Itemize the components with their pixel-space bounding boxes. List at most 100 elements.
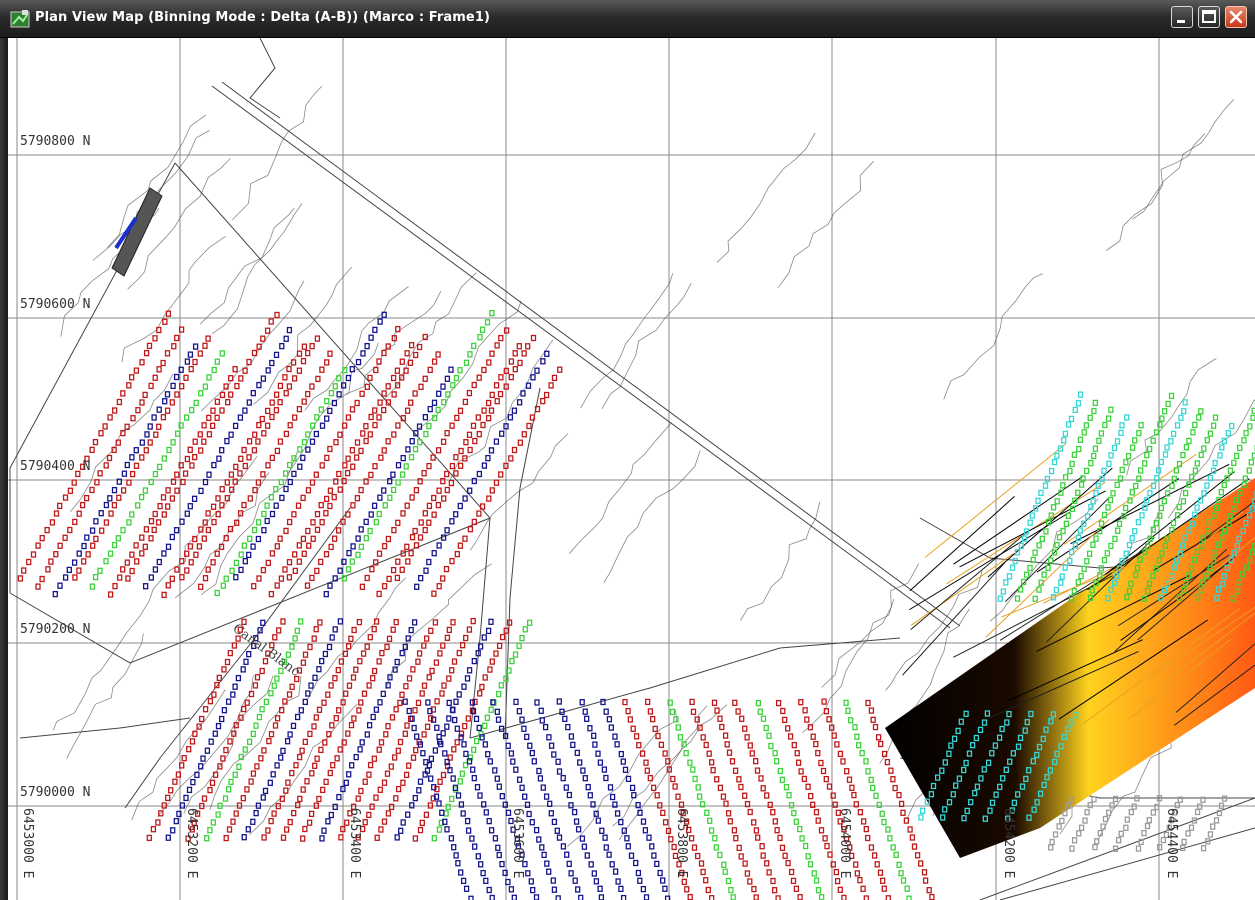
survey-track-point bbox=[412, 755, 416, 760]
survey-track-point bbox=[707, 751, 711, 756]
survey-track-point bbox=[799, 769, 803, 774]
survey-track-point bbox=[1033, 596, 1037, 601]
survey-track-point bbox=[301, 495, 305, 500]
close-button[interactable] bbox=[1225, 6, 1247, 28]
survey-track-point bbox=[638, 878, 642, 883]
survey-track-point bbox=[229, 392, 233, 397]
survey-track-point bbox=[450, 423, 454, 428]
survey-track-point bbox=[874, 725, 878, 730]
survey-track-point bbox=[848, 777, 852, 782]
survey-track-point bbox=[1089, 505, 1093, 510]
survey-track-point bbox=[497, 784, 501, 789]
survey-track-point bbox=[413, 529, 417, 534]
survey-track-point bbox=[98, 568, 102, 573]
survey-track-point bbox=[781, 709, 785, 714]
survey-track-point bbox=[466, 716, 470, 721]
survey-track-point bbox=[215, 591, 219, 596]
survey-track-point bbox=[866, 836, 870, 841]
survey-track-point bbox=[134, 543, 138, 548]
survey-track-point bbox=[375, 619, 379, 624]
survey-track-point bbox=[715, 777, 719, 782]
survey-track-point bbox=[438, 779, 442, 784]
survey-track-point bbox=[477, 511, 481, 516]
survey-track-point bbox=[1120, 467, 1124, 472]
survey-track-point bbox=[316, 527, 320, 532]
survey-track-point bbox=[743, 793, 747, 798]
survey-track-point bbox=[604, 709, 608, 714]
survey-track-point bbox=[384, 732, 388, 737]
survey-track-point bbox=[814, 742, 818, 747]
survey-track-point bbox=[487, 401, 491, 406]
survey-track-point bbox=[1143, 461, 1147, 466]
survey-track-point bbox=[441, 384, 445, 389]
survey-track-point bbox=[272, 811, 276, 816]
survey-track-point bbox=[449, 481, 453, 486]
survey-track-point bbox=[247, 360, 251, 365]
survey-track-point bbox=[373, 669, 377, 674]
survey-track-point bbox=[854, 862, 858, 867]
plan-view-map[interactable]: 5790800 N 5790600 N 5790400 N 5790200 N … bbox=[0, 38, 1255, 900]
survey-track-point bbox=[1222, 483, 1226, 488]
survey-track-point bbox=[1068, 469, 1072, 474]
survey-track-point bbox=[350, 559, 354, 564]
survey-track-point bbox=[321, 787, 325, 792]
survey-track-point bbox=[169, 788, 173, 793]
survey-track-point bbox=[1094, 536, 1098, 541]
survey-track-point bbox=[466, 676, 470, 681]
survey-track-point bbox=[536, 407, 540, 412]
minimize-button[interactable] bbox=[1171, 6, 1193, 28]
survey-track-point bbox=[477, 472, 481, 477]
survey-track-point bbox=[163, 319, 167, 324]
survey-track-point bbox=[346, 415, 350, 420]
survey-track-point bbox=[166, 392, 170, 397]
survey-track-point bbox=[72, 480, 76, 485]
survey-track-point bbox=[385, 644, 389, 649]
survey-track-point bbox=[555, 828, 559, 833]
window-titlebar[interactable]: Plan View Map (Binning Mode : Delta (A-B… bbox=[0, 0, 1255, 38]
survey-track-point bbox=[873, 853, 877, 858]
survey-track-point bbox=[1102, 468, 1106, 473]
survey-track-point bbox=[864, 759, 868, 764]
survey-track-point bbox=[1088, 551, 1092, 556]
survey-track-point bbox=[510, 659, 514, 664]
survey-track-point bbox=[678, 735, 682, 740]
survey-track-point bbox=[806, 854, 810, 859]
survey-track-point bbox=[435, 699, 439, 704]
survey-track-point bbox=[320, 367, 324, 372]
survey-track-point bbox=[495, 480, 499, 485]
map-canvas[interactable]: 5790800 N 5790600 N 5790400 N 5790200 N … bbox=[0, 38, 1255, 900]
survey-track-point bbox=[1042, 572, 1046, 577]
contour-line bbox=[604, 451, 700, 583]
survey-track-point bbox=[1107, 810, 1111, 815]
survey-track-point bbox=[359, 544, 363, 549]
survey-track-point bbox=[913, 844, 917, 849]
survey-track-point bbox=[521, 391, 525, 396]
survey-track-point bbox=[432, 551, 436, 556]
survey-track-point bbox=[207, 432, 211, 437]
survey-track-point bbox=[470, 836, 474, 841]
survey-track-point bbox=[180, 575, 184, 580]
survey-track-point bbox=[641, 887, 645, 892]
survey-track-point bbox=[145, 432, 149, 437]
survey-track-point bbox=[1061, 483, 1065, 488]
survey-track-point bbox=[449, 367, 453, 372]
survey-track-point bbox=[1219, 490, 1223, 495]
survey-track-point bbox=[487, 819, 491, 824]
survey-track-point bbox=[1232, 460, 1236, 465]
survey-track-point bbox=[446, 804, 450, 809]
survey-track-point bbox=[1040, 536, 1044, 541]
survey-track-point bbox=[539, 708, 543, 713]
survey-track-point bbox=[293, 568, 297, 573]
survey-track-point bbox=[682, 879, 686, 884]
survey-track-point bbox=[1078, 528, 1082, 533]
survey-track-point bbox=[1154, 521, 1158, 526]
survey-track-point bbox=[337, 392, 341, 397]
survey-track-point bbox=[343, 423, 347, 428]
survey-track-point bbox=[1079, 574, 1083, 579]
maximize-button[interactable] bbox=[1198, 6, 1220, 28]
survey-track-point bbox=[234, 464, 238, 469]
survey-track-point bbox=[77, 551, 81, 556]
survey-track-point bbox=[98, 471, 102, 476]
survey-track-point bbox=[401, 472, 405, 477]
window-left-border bbox=[0, 38, 8, 900]
